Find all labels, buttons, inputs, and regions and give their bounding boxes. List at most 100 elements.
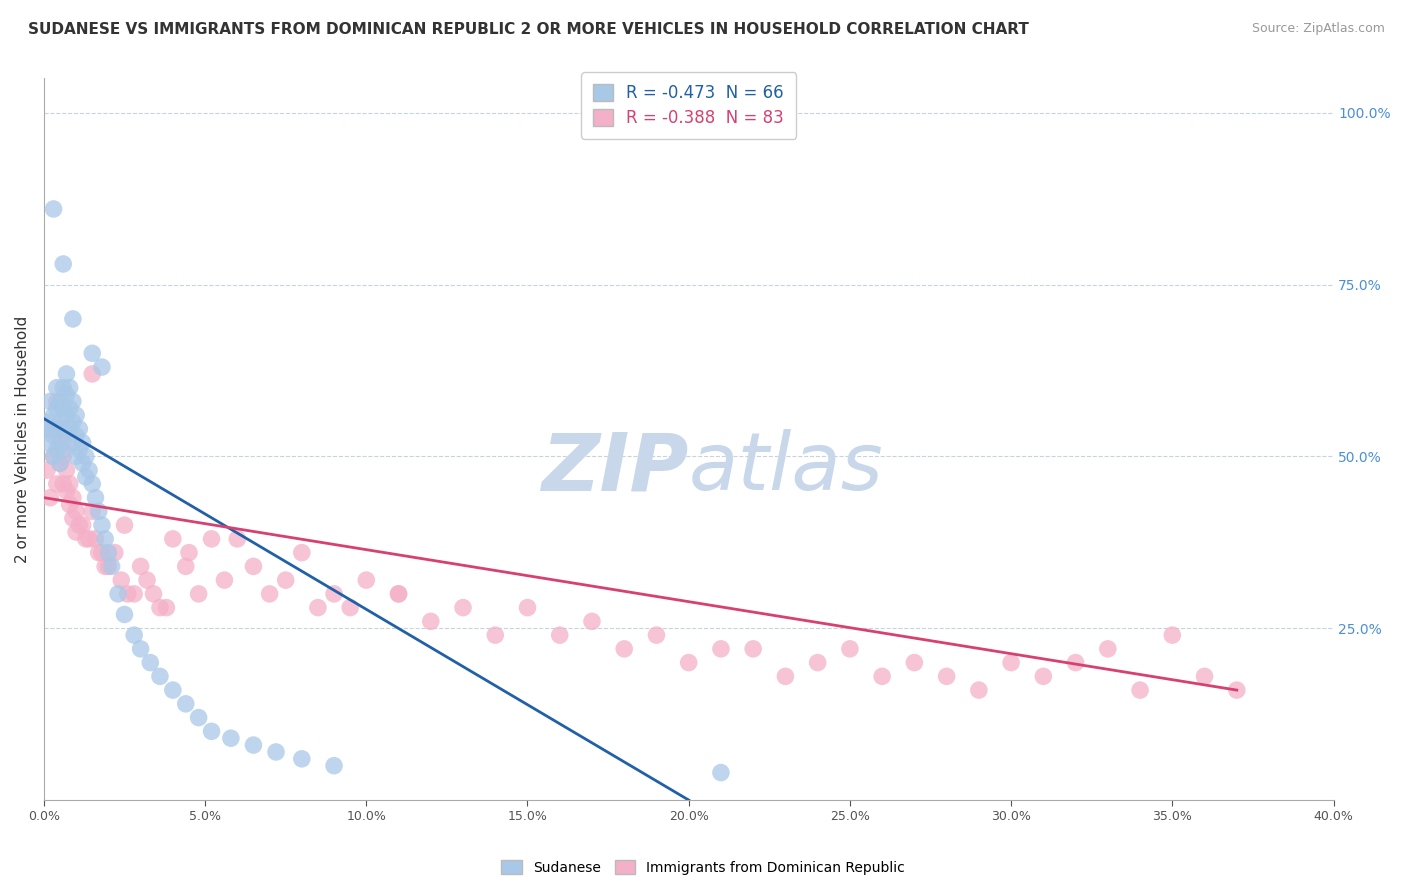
Point	[356, 573, 378, 587]
Point	[49, 415, 72, 429]
Point	[52, 476, 75, 491]
Point	[323, 758, 346, 772]
Point	[1129, 683, 1152, 698]
Point	[42, 202, 65, 216]
Legend: Sudanese, Immigrants from Dominican Republic: Sudanese, Immigrants from Dominican Repu…	[495, 855, 911, 880]
Point	[129, 559, 152, 574]
Point	[72, 518, 94, 533]
Point	[45, 442, 67, 457]
Point	[242, 559, 264, 574]
Point	[807, 656, 830, 670]
Point	[52, 401, 75, 416]
Point	[82, 476, 104, 491]
Point	[110, 573, 132, 587]
Point	[72, 435, 94, 450]
Point	[339, 600, 361, 615]
Point	[581, 615, 603, 629]
Point	[1064, 656, 1087, 670]
Point	[45, 381, 67, 395]
Point	[42, 429, 65, 443]
Text: Source: ZipAtlas.com: Source: ZipAtlas.com	[1251, 22, 1385, 36]
Point	[1000, 656, 1022, 670]
Point	[75, 470, 97, 484]
Point	[65, 524, 87, 539]
Point	[104, 546, 127, 560]
Point	[59, 476, 82, 491]
Point	[967, 683, 990, 698]
Point	[742, 641, 765, 656]
Point	[39, 394, 62, 409]
Point	[323, 587, 346, 601]
Point	[419, 615, 441, 629]
Point	[75, 450, 97, 464]
Point	[59, 498, 82, 512]
Point	[49, 394, 72, 409]
Point	[129, 641, 152, 656]
Text: atlas: atlas	[689, 429, 883, 507]
Point	[678, 656, 700, 670]
Point	[52, 257, 75, 271]
Point	[838, 641, 860, 656]
Point	[174, 559, 197, 574]
Y-axis label: 2 or more Vehicles in Household: 2 or more Vehicles in Household	[15, 316, 30, 563]
Text: SUDANESE VS IMMIGRANTS FROM DOMINICAN REPUBLIC 2 OR MORE VEHICLES IN HOUSEHOLD C: SUDANESE VS IMMIGRANTS FROM DOMINICAN RE…	[28, 22, 1029, 37]
Point	[65, 408, 87, 422]
Point	[870, 669, 893, 683]
Point	[55, 408, 77, 422]
Point	[114, 518, 136, 533]
Point	[65, 504, 87, 518]
Point	[45, 476, 67, 491]
Point	[100, 559, 122, 574]
Point	[1097, 641, 1119, 656]
Point	[710, 641, 733, 656]
Point	[387, 587, 409, 601]
Point	[67, 442, 90, 457]
Point	[935, 669, 957, 683]
Point	[90, 518, 112, 533]
Point	[122, 628, 145, 642]
Point	[162, 532, 184, 546]
Point	[59, 422, 82, 436]
Point	[117, 587, 139, 601]
Point	[42, 422, 65, 436]
Point	[516, 600, 538, 615]
Point	[259, 587, 281, 601]
Point	[107, 587, 129, 601]
Point	[42, 450, 65, 464]
Point	[139, 656, 162, 670]
Point	[55, 367, 77, 381]
Point	[84, 491, 107, 505]
Point	[613, 641, 636, 656]
Point	[226, 532, 249, 546]
Point	[90, 359, 112, 374]
Point	[87, 504, 110, 518]
Point	[39, 422, 62, 436]
Point	[59, 381, 82, 395]
Point	[52, 442, 75, 457]
Point	[37, 435, 59, 450]
Point	[451, 600, 474, 615]
Point	[155, 600, 177, 615]
Point	[49, 456, 72, 470]
Point	[1194, 669, 1216, 683]
Point	[903, 656, 925, 670]
Point	[42, 450, 65, 464]
Point	[37, 463, 59, 477]
Point	[59, 401, 82, 416]
Point	[75, 532, 97, 546]
Point	[291, 546, 314, 560]
Point	[548, 628, 571, 642]
Point	[1226, 683, 1249, 698]
Point	[94, 532, 117, 546]
Point	[177, 546, 200, 560]
Point	[49, 435, 72, 450]
Point	[82, 367, 104, 381]
Point	[67, 518, 90, 533]
Point	[65, 429, 87, 443]
Point	[645, 628, 668, 642]
Point	[307, 600, 329, 615]
Point	[97, 559, 120, 574]
Point	[122, 587, 145, 601]
Point	[200, 724, 222, 739]
Point	[45, 422, 67, 436]
